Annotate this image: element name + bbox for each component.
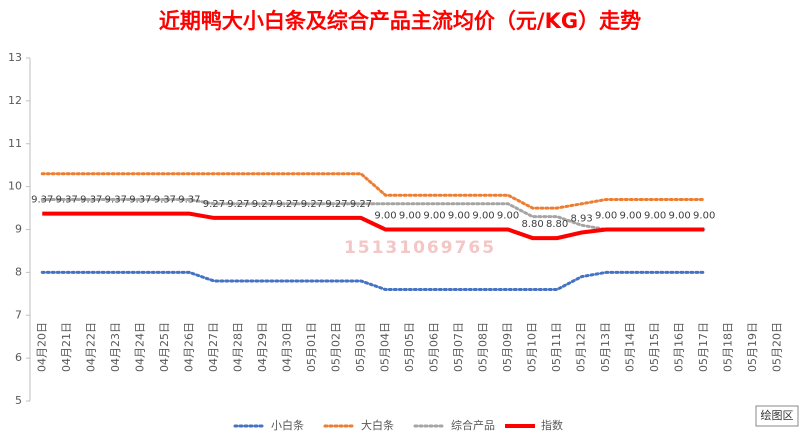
y-tick-label: 12 — [8, 94, 22, 107]
data-label: 9.00 — [693, 211, 715, 222]
y-tick-label: 6 — [15, 351, 22, 364]
chart-title: 近期鸭大小白条及综合产品主流均价（元/KG）走势 — [159, 9, 641, 33]
y-tick-label: 7 — [15, 308, 22, 321]
y-tick-label: 8 — [15, 265, 22, 278]
x-tick-label: 05月07日 — [452, 322, 465, 372]
x-tick-label: 05月18日 — [722, 322, 735, 372]
data-label: 9.27 — [276, 199, 298, 210]
series-line — [40, 172, 706, 210]
data-label: 9.37 — [31, 195, 53, 206]
x-tick-label: 05月04日 — [378, 322, 391, 372]
data-label: 9.27 — [203, 199, 225, 210]
data-label: 9.00 — [423, 211, 445, 222]
data-label: 9.00 — [472, 211, 494, 222]
x-tick-label: 04月27日 — [207, 322, 220, 372]
data-label: 9.27 — [227, 199, 249, 210]
legend-label: 大白条 — [361, 418, 394, 432]
x-tick-label: 05月01日 — [305, 322, 318, 372]
data-label: 9.00 — [497, 211, 519, 222]
x-tick-label: 05月02日 — [329, 322, 342, 372]
x-tick-label: 05月15日 — [648, 322, 661, 372]
data-label: 9.00 — [374, 211, 396, 222]
legend-label: 综合产品 — [451, 418, 495, 432]
data-label: 9.00 — [669, 211, 691, 222]
x-tick-label: 04月29日 — [256, 322, 269, 372]
y-tick-label: 11 — [8, 137, 22, 150]
x-tick-label: 05月19日 — [746, 322, 759, 372]
data-label: 9.00 — [595, 211, 617, 222]
x-tick-label: 05月03日 — [354, 322, 367, 372]
x-tick-label: 04月22日 — [84, 322, 97, 372]
x-tick-label: 04月28日 — [231, 322, 244, 372]
data-label: 9.37 — [80, 195, 102, 206]
y-tick-label: 10 — [8, 180, 22, 193]
x-tick-label: 05月11日 — [550, 322, 563, 372]
x-tick-label: 04月25日 — [158, 322, 171, 372]
x-tick-label: 05月08日 — [477, 322, 490, 372]
x-tick-label: 05月17日 — [697, 322, 710, 372]
x-tick-label: 05月09日 — [501, 322, 514, 372]
x-tick-label: 05月14日 — [624, 322, 637, 372]
x-tick-label: 05月20日 — [771, 322, 784, 372]
data-label: 9.27 — [350, 199, 372, 210]
series-line — [40, 270, 706, 292]
x-tick-label: 05月13日 — [599, 322, 612, 372]
legend-label: 指数 — [541, 418, 563, 432]
data-label: 9.37 — [129, 195, 151, 206]
tooltip-box — [755, 405, 799, 427]
y-tick-label: 13 — [8, 51, 22, 64]
data-label: 8.80 — [546, 219, 568, 230]
x-tick-label: 04月30日 — [280, 322, 293, 372]
data-label: 9.00 — [620, 211, 642, 222]
x-tick-label: 04月24日 — [133, 322, 146, 372]
x-tick-label: 05月06日 — [428, 322, 441, 372]
y-tick-label: 5 — [15, 394, 22, 407]
data-label: 8.93 — [570, 214, 592, 225]
watermark: 15131069765 — [344, 238, 496, 258]
y-tick-label: 9 — [15, 223, 22, 236]
x-tick-label: 04月23日 — [109, 322, 122, 372]
data-label: 8.80 — [521, 219, 543, 230]
x-tick-label: 05月16日 — [673, 322, 686, 372]
data-label: 9.27 — [325, 199, 347, 210]
data-label: 9.27 — [252, 199, 274, 210]
data-label: 9.00 — [448, 211, 470, 222]
x-tick-label: 05月12日 — [575, 322, 588, 372]
data-label: 9.37 — [154, 195, 176, 206]
data-label: 9.37 — [178, 195, 200, 206]
x-tick-label: 04月26日 — [182, 322, 195, 372]
series-line — [40, 197, 706, 231]
x-tick-label: 05月10日 — [526, 322, 539, 372]
tooltip: 绘图区 — [761, 408, 794, 422]
data-label: 9.00 — [399, 211, 421, 222]
data-label: 9.37 — [105, 195, 127, 206]
data-label: 9.27 — [301, 199, 323, 210]
legend-label: 小白条 — [271, 418, 304, 432]
x-tick-label: 05月05日 — [403, 322, 416, 372]
x-tick-label: 04月21日 — [60, 322, 73, 372]
series-line — [42, 211, 705, 241]
data-label: 9.00 — [644, 211, 666, 222]
data-label: 9.37 — [56, 195, 78, 206]
x-tick-label: 04月20日 — [35, 322, 48, 372]
